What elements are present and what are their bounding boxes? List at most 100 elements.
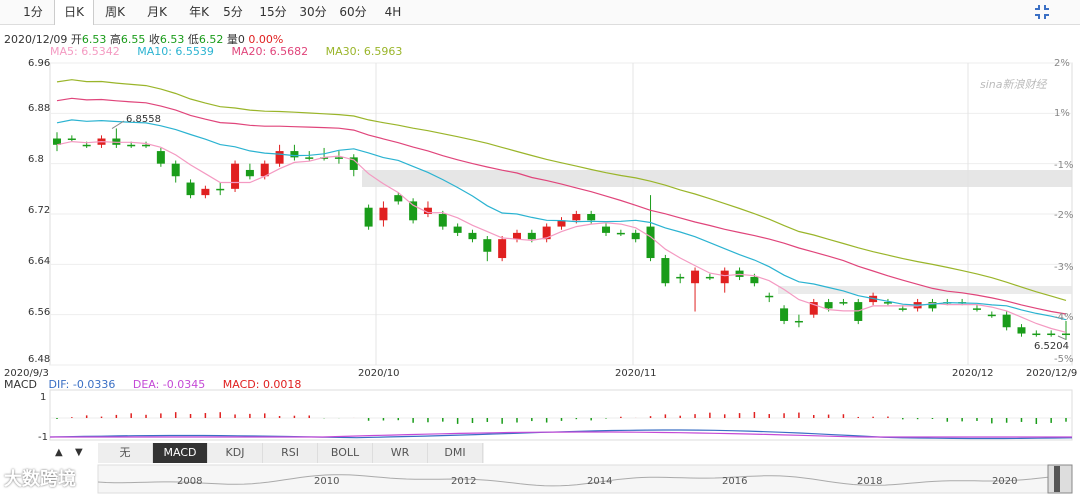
indicator-tab-wr[interactable]: WR [373,443,428,463]
candle-body [646,226,655,259]
candle-body [275,151,284,164]
info-low: 6.52 [198,33,224,46]
candle-body [587,214,596,221]
tab-15min[interactable]: 15分 [259,5,287,19]
candle-body [661,258,670,284]
candle-body [216,188,225,191]
candle-body [379,207,388,221]
candle-body [171,163,180,177]
tab-1min[interactable]: 1分 [23,5,43,19]
candle-body [53,138,61,145]
timeline-line [97,474,1073,487]
info-open: 6.53 [81,33,107,46]
timeline-year: 2016 [722,476,748,487]
tab-60min[interactable]: 60分 [339,5,367,19]
candle-body [409,201,418,221]
macd-dea-line [50,431,1072,438]
ma30-line [56,79,1067,301]
candle-body [82,144,91,147]
candle-body [67,138,76,140]
y-tick-label: 6.48 [28,354,51,365]
timeline-year: 2020 [992,476,1018,487]
candle-body [928,302,937,309]
candle-body [320,157,329,159]
pct-tick-label: 2% [1054,58,1070,69]
macd-dea: DEA: -0.0345 [132,378,206,391]
candle-body [231,163,240,189]
tab-5min[interactable]: 5分 [223,5,243,19]
scroll-up-arrow[interactable]: ▲ [55,447,63,458]
candle-body [1002,314,1011,328]
macd-dif: DIF: -0.0336 [48,378,116,391]
price-band [778,286,1072,294]
pct-tick-label: -5% [1054,354,1074,365]
candle-body [691,270,700,284]
timeline-year: 2008 [177,476,203,487]
ohlc-info: 2020/12/09 开6.53 高6.55 收6.53 低6.52 量0 0.… [4,33,284,46]
candle-body [364,207,373,227]
candle-body [201,188,210,196]
candle-body [572,214,581,221]
candle-body [245,169,254,177]
candle-body [453,226,462,233]
timeline-handle [1054,466,1060,492]
info-date: 2020/12/09 [4,33,68,46]
low-marker-line [1057,335,1067,341]
candle-body [483,239,492,252]
candle-body [290,151,299,158]
tab-monthly-k[interactable]: 月K [147,5,167,19]
candle-body [142,144,151,147]
candle-body [349,157,358,170]
tab-daily-k[interactable]: 日K [54,0,94,25]
fullscreen-icon[interactable] [1034,4,1050,20]
candle-body [423,207,432,214]
tab-4h[interactable]: 4H [384,5,402,19]
candle-body [127,144,136,147]
timeline-year: 2010 [314,476,340,487]
indicator-tabs: 无 MACD KDJ RSI BOLL WR DMI [98,443,484,463]
x-tick-label: 2020/12/9 [1026,368,1078,379]
candle-body [602,226,611,233]
indicator-tab-macd[interactable]: MACD [153,443,208,463]
info-high: 6.55 [120,33,146,46]
macd-y-tick: 1 [40,392,47,403]
x-tick-label: 2020/12 [952,368,994,379]
y-tick-label: 6.56 [28,307,51,318]
ma5-line [56,140,1067,333]
tab-30min[interactable]: 30分 [299,5,327,19]
candle-body [987,314,996,317]
y-tick-label: 6.72 [28,205,51,216]
candle-body [512,232,521,240]
macd-y-tick: -1 [38,432,48,443]
info-change: 0.00% [248,33,284,46]
ma10-label: MA10: 6.5539 [137,45,214,58]
x-tick-label: 2020/9/3 [4,368,49,379]
scroll-down-arrow[interactable]: ▼ [75,447,83,458]
indicator-tab-none[interactable]: 无 [98,443,153,463]
candle-body [854,302,863,321]
brand-logo: 大数跨境 [4,469,76,490]
candle-body [750,276,759,284]
ma5-label: MA5: 6.5342 [50,45,120,58]
candle-body [542,226,551,240]
macd-value: MACD: 0.0018 [222,378,302,391]
tab-weekly-k[interactable]: 周K [105,5,125,19]
indicator-tab-dmi[interactable]: DMI [428,443,483,463]
candle-body [780,308,789,321]
indicator-tab-boll[interactable]: BOLL [318,443,373,463]
tab-yearly-k[interactable]: 年K [189,5,209,19]
indicator-tab-kdj[interactable]: KDJ [208,443,263,463]
indicator-tab-rsi[interactable]: RSI [263,443,318,463]
candle-body [794,320,803,323]
macd-frame [49,389,1073,441]
y-tick-label: 6.96 [28,58,51,69]
candle-body [824,302,833,309]
candle-body [334,157,343,159]
candle-body [394,195,403,202]
candle-body [527,232,536,240]
price-band [362,170,1072,187]
ma20-line [56,97,1067,315]
candle-body [631,232,640,240]
candle-body [112,138,121,145]
